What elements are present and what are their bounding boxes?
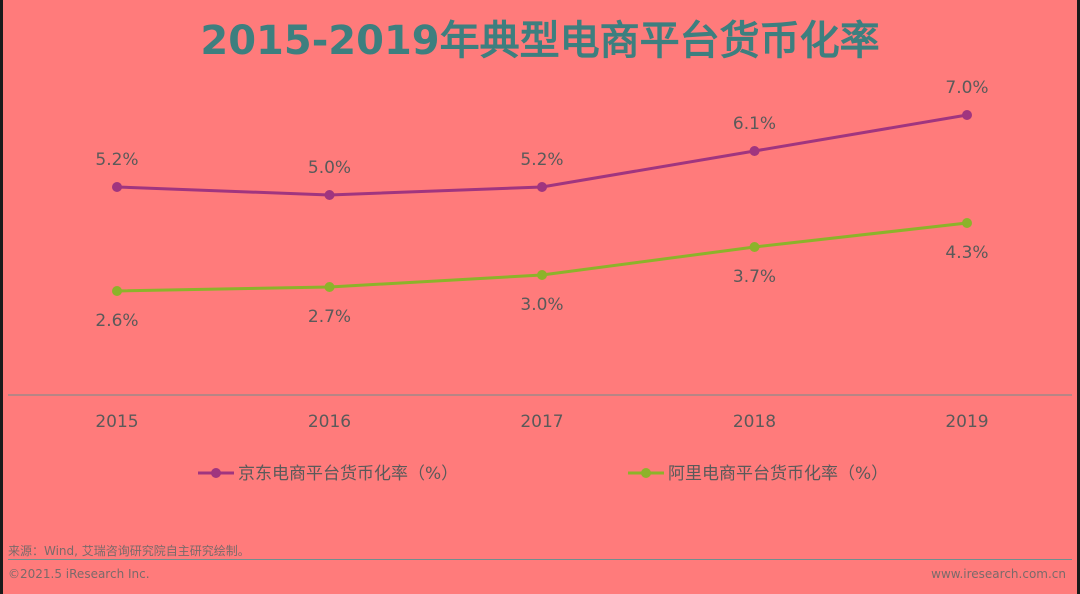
data-point-0 (112, 182, 122, 192)
data-point-1 (962, 218, 972, 228)
left-frame-border (0, 0, 3, 594)
legend-marker-0 (211, 468, 221, 478)
x-tick-label: 2016 (308, 412, 351, 432)
data-label: 3.7% (733, 267, 776, 287)
data-label: 5.2% (95, 150, 138, 170)
data-label: 3.0% (520, 295, 563, 315)
data-point-0 (749, 146, 760, 156)
website-url: www.iresearch.com.cn (931, 567, 1066, 581)
right-frame-border (1077, 0, 1080, 594)
x-tick-label: 2015 (95, 412, 138, 432)
x-tick-label: 2019 (945, 412, 988, 432)
data-point-0 (962, 110, 972, 120)
legend-marker-1 (641, 468, 651, 478)
data-label: 5.0% (308, 158, 351, 178)
data-label: 5.2% (520, 150, 563, 170)
legend-label: 阿里电商平台货币化率（%） (668, 464, 888, 484)
copyright-text: ©2021.5 iResearch Inc. (8, 567, 150, 581)
x-tick-label: 2017 (520, 412, 563, 432)
footer-divider (8, 559, 1072, 560)
data-label: 6.1% (733, 114, 776, 134)
data-point-1 (324, 282, 335, 292)
data-label: 2.7% (308, 307, 351, 327)
data-point-1 (749, 242, 760, 252)
series-line-1 (116, 221, 968, 293)
legend-label: 京东电商平台货币化率（%） (238, 464, 458, 484)
data-point-1 (112, 286, 122, 296)
data-label: 2.6% (95, 311, 138, 331)
data-point-1 (537, 270, 547, 280)
data-point-0 (324, 190, 335, 200)
chart-title: 2015-2019年典型电商平台货币化率 (200, 18, 880, 64)
source-note: 来源：Wind, 艾瑞咨询研究院自主研究绘制。 (8, 544, 250, 558)
x-tick-label: 2018 (733, 412, 776, 432)
data-label: 4.3% (945, 243, 988, 263)
data-point-0 (537, 182, 547, 192)
data-label: 7.0% (945, 78, 988, 98)
